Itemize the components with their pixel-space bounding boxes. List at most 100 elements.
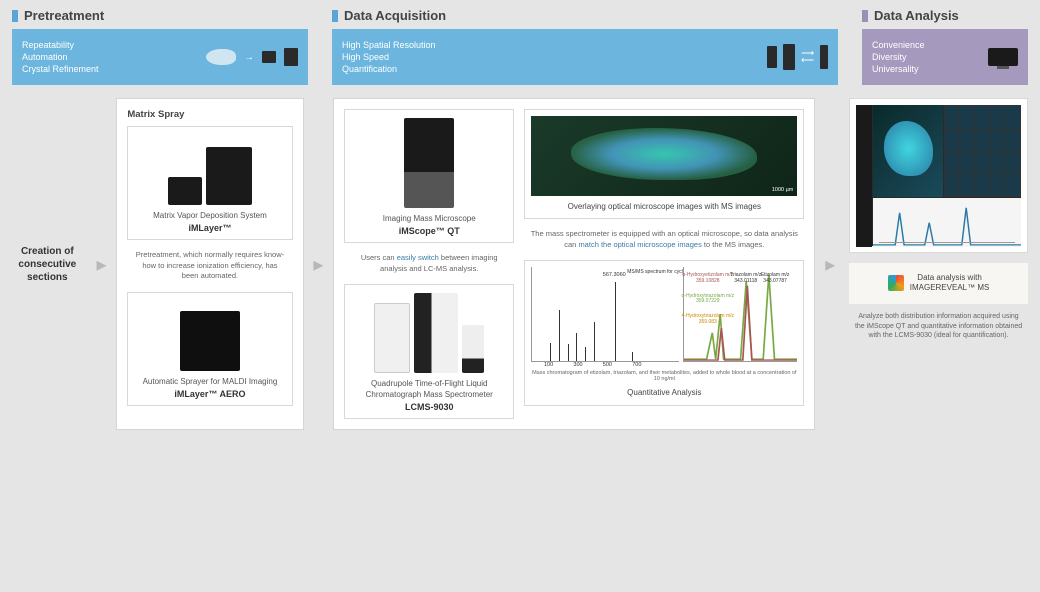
mass-spectrum: 567.3060 MS/MS spectrum for cyclosporine… (531, 267, 679, 362)
side-label: Creation of consecutive sections (8, 98, 87, 430)
instrument-icon (168, 177, 202, 205)
scale-bar: 1000 µm (772, 187, 794, 193)
axis-tick: 500 (603, 362, 612, 368)
side-label-text: Creation of consecutive sections (8, 245, 87, 284)
feature-item: Automation (22, 52, 99, 62)
feature-item: Crystal Refinement (22, 64, 99, 74)
product-model: LCMS-9030 (405, 402, 454, 412)
equipment-icon (767, 46, 777, 68)
product-imlayer: Matrix Vapor Deposition System iMLayer™ (127, 126, 292, 240)
acquisition-column: Imaging Mass Microscope iMScope™ QT User… (333, 98, 815, 430)
description: Pretreatment, which normally requires kn… (127, 240, 292, 292)
cycle-icons: ⟶⟵ (767, 44, 828, 70)
product-image (134, 301, 285, 371)
acq-cell-results: 1000 µm Overlaying optical microscope im… (524, 109, 804, 419)
header-body-analysis: Convenience Diversity Universality (862, 29, 1028, 85)
flow-arrow-icon: ▸ (821, 98, 839, 430)
acq-cell-scope: Imaging Mass Microscope iMScope™ QT User… (344, 109, 514, 419)
pretreatment-column: Matrix Spray Matrix Vapor Deposition Sys… (116, 98, 303, 430)
analysis-label: Data analysis with IMAGEREVEAL™ MS (910, 273, 990, 294)
analysis-description: Analyze both distribution information ac… (849, 312, 1028, 341)
imagereveal-icon (888, 275, 904, 291)
flow-arrow-icon: ▸ (93, 98, 111, 430)
software-ui (856, 105, 1021, 246)
workflow-header: Pretreatment Repeatability Automation Cr… (0, 0, 1040, 88)
ms-caption: Overlaying optical microscope images wit… (531, 202, 797, 212)
product-image (134, 135, 285, 205)
product-name: Imaging Mass Microscope (383, 214, 476, 224)
header-pretreatment: Pretreatment Repeatability Automation Cr… (0, 0, 320, 88)
product-name: Automatic Sprayer for MALDI Imaging (143, 377, 278, 387)
section-title-analysis: Data Analysis (862, 8, 1028, 23)
product-lcms: Quadrupole Time-of-Flight Liquid Chromat… (344, 284, 514, 419)
spectrum-title: MS/MS spectrum for cyclosporine (627, 269, 677, 275)
ms-overlay-box: 1000 µm Overlaying optical microscope im… (524, 109, 804, 219)
brain-shape-icon (884, 121, 933, 176)
chrom-label: Etizolam m/z 343.07787 (755, 273, 795, 284)
axis-tick: 700 (632, 362, 641, 368)
analysis-label-box: Data analysis with IMAGEREVEAL™ MS (849, 263, 1028, 304)
product-name: Quadrupole Time-of-Flight Liquid Chromat… (351, 379, 507, 400)
equipment-icon (783, 44, 795, 70)
desc-post: to the MS images. (702, 240, 765, 249)
header-body-pretreatment: Repeatability Automation Crystal Refinem… (12, 29, 308, 85)
instrument-icon (206, 147, 252, 205)
axis-tick: 100 (544, 362, 553, 368)
mouse-icon (206, 49, 236, 65)
equipment-icon (262, 51, 276, 63)
axis-tick: 300 (573, 362, 582, 368)
ui-sidebar (856, 105, 872, 247)
product-image (351, 293, 507, 373)
quantitative-chart-box: 567.3060 MS/MS spectrum for cyclosporine… (524, 260, 804, 405)
peak-label: 567.3060 (603, 272, 626, 278)
description: The mass spectrometer is equipped with a… (524, 219, 804, 260)
chromatogram: α-Hydroxyetizolam m/z 359.10828 α-Hydrox… (683, 267, 797, 362)
feature-list: Convenience Diversity Universality (872, 40, 925, 74)
chart-caption: Quantitative Analysis (531, 388, 797, 398)
desc-pre: Users can (361, 253, 397, 262)
section-title-acquisition: Data Acquisition (332, 8, 838, 23)
header-acquisition: Data Acquisition High Spatial Resolution… (320, 0, 850, 88)
brain-shape-icon (571, 128, 757, 180)
monitor-icon (988, 48, 1018, 66)
marker-icon (12, 10, 18, 22)
feature-item: Repeatability (22, 40, 99, 50)
feature-list: High Spatial Resolution High Speed Quant… (342, 40, 436, 74)
instrument-icon (180, 311, 240, 371)
product-name: Matrix Vapor Deposition System (153, 211, 267, 221)
section-title-pretreatment: Pretreatment (12, 8, 308, 23)
software-screenshot (849, 98, 1028, 253)
workflow-content: Creation of consecutive sections ▸ Matri… (0, 88, 1040, 438)
column-title: Matrix Spray (127, 109, 292, 120)
marker-icon (862, 10, 868, 22)
description: Users can easily switch between imaging … (344, 243, 514, 284)
equipment-icon (820, 45, 828, 69)
instrument-icon (414, 293, 458, 373)
flow-arrow-icon: ▸ (310, 98, 328, 430)
product-model: iMScope™ QT (399, 226, 460, 236)
product-model: iMLayer™ (188, 223, 231, 233)
header-body-acquisition: High Spatial Resolution High Speed Quant… (332, 29, 838, 85)
ui-thumbnails (944, 105, 1021, 197)
analysis-column: Data analysis with IMAGEREVEAL™ MS Analy… (845, 98, 1032, 430)
chart-area: 567.3060 MS/MS spectrum for cyclosporine… (531, 267, 797, 362)
feature-item: Quantification (342, 64, 436, 74)
feature-item: Convenience (872, 40, 925, 50)
label-model: IMAGEREVEAL™ MS (910, 283, 990, 292)
product-model: iMLayer™ AERO (174, 389, 245, 399)
header-icons: → (206, 48, 298, 66)
feature-list: Repeatability Automation Crystal Refinem… (22, 40, 99, 74)
chrom-label: 4-Hydroxytriazolam m/z 359.083 (680, 314, 735, 325)
ui-chart (873, 198, 1021, 247)
instrument-icon (462, 325, 484, 373)
product-imlayer-aero: Automatic Sprayer for MALDI Imaging iMLa… (127, 292, 292, 406)
chrom-caption: Mass chromatogram of etizolam, triazolam… (531, 370, 797, 382)
label-pre: Data analysis with (917, 273, 981, 282)
feature-item: Diversity (872, 52, 925, 62)
title-text: Pretreatment (24, 8, 104, 23)
feature-item: High Spatial Resolution (342, 40, 436, 50)
feature-item: Universality (872, 64, 925, 74)
product-imscope: Imaging Mass Microscope iMScope™ QT (344, 109, 514, 243)
equipment-icon (284, 48, 298, 66)
arrow-icon: → (244, 52, 254, 63)
